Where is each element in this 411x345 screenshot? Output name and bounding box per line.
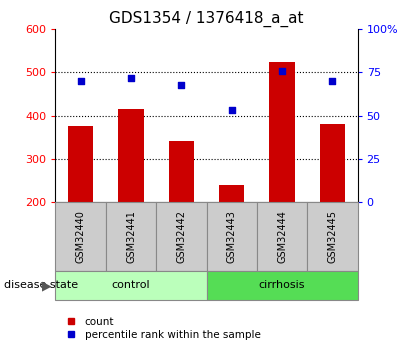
Bar xyxy=(219,185,244,202)
Bar xyxy=(55,202,106,271)
Text: GSM32445: GSM32445 xyxy=(328,210,337,263)
Text: control: control xyxy=(112,280,150,290)
Bar xyxy=(206,202,257,271)
Point xyxy=(329,78,336,84)
Title: GDS1354 / 1376418_a_at: GDS1354 / 1376418_a_at xyxy=(109,10,304,27)
Text: GSM32442: GSM32442 xyxy=(176,210,186,263)
Bar xyxy=(320,124,345,202)
Text: GSM32444: GSM32444 xyxy=(277,210,287,263)
Bar xyxy=(270,62,295,202)
Bar xyxy=(257,202,307,271)
Text: GSM32440: GSM32440 xyxy=(76,210,85,263)
Bar xyxy=(206,271,358,300)
Bar xyxy=(169,141,194,202)
Bar xyxy=(156,202,206,271)
Point xyxy=(279,68,285,73)
Point xyxy=(77,78,84,84)
Legend: count, percentile rank within the sample: count, percentile rank within the sample xyxy=(61,317,261,340)
Text: GSM32441: GSM32441 xyxy=(126,210,136,263)
Bar xyxy=(118,109,143,202)
Point xyxy=(178,82,185,87)
Bar xyxy=(106,202,156,271)
Bar xyxy=(55,271,206,300)
Bar xyxy=(68,126,93,202)
Bar xyxy=(307,202,358,271)
Text: GSM32443: GSM32443 xyxy=(227,210,237,263)
Text: ▶: ▶ xyxy=(42,279,52,292)
Text: cirrhosis: cirrhosis xyxy=(259,280,305,290)
Point xyxy=(229,108,235,113)
Text: disease state: disease state xyxy=(4,280,78,290)
Point xyxy=(128,75,134,80)
